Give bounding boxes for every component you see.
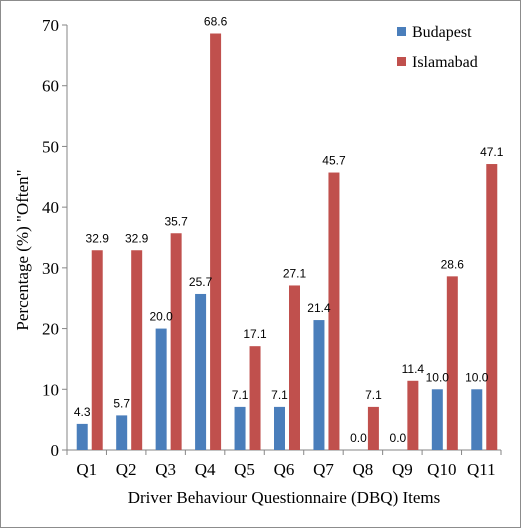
bar-budapest-q6 bbox=[274, 406, 285, 450]
data-label-budapest-q5: 7.1 bbox=[232, 388, 249, 402]
y-tick-label: 40 bbox=[42, 198, 59, 217]
x-tick-label-q3: Q3 bbox=[155, 460, 176, 479]
x-axis-ticks: Q1 Q2 Q3 Q4 Q5 Q6 Q7 Q8 Q9 Q10 Q11 bbox=[66, 450, 502, 479]
data-label-budapest-q6: 7.1 bbox=[271, 388, 288, 402]
bar-islamabad-q6 bbox=[289, 285, 300, 450]
bar-islamabad-q3 bbox=[170, 233, 182, 450]
data-label-budapest-q9: 0.0 bbox=[390, 431, 407, 445]
data-label-islamabad-q1: 32.9 bbox=[86, 231, 110, 245]
x-tick-label-q5: Q5 bbox=[234, 460, 255, 479]
data-label-islamabad-q4: 68.6 bbox=[204, 15, 228, 29]
data-label-budapest-q8: 0.0 bbox=[350, 431, 367, 445]
data-label-budapest-q11: 10.0 bbox=[465, 370, 489, 384]
data-label-islamabad-q7: 45.7 bbox=[322, 154, 346, 168]
x-tick-label-q9: Q9 bbox=[392, 460, 413, 479]
bar-budapest-q1 bbox=[76, 423, 88, 450]
legend-label-budapest: Budapest bbox=[412, 24, 472, 41]
data-label-islamabad-q11: 47.1 bbox=[480, 145, 504, 159]
bar-budapest-q3 bbox=[155, 328, 167, 450]
x-tick-label-q11: Q11 bbox=[467, 460, 496, 479]
bars bbox=[76, 33, 498, 451]
data-label-budapest-q7: 21.4 bbox=[307, 301, 331, 315]
y-axis-title: Percentage (%) "Often" bbox=[13, 169, 32, 330]
bar-islamabad-q5 bbox=[249, 346, 261, 450]
data-label-budapest-q10: 10.0 bbox=[426, 370, 450, 384]
y-tick-label: 70 bbox=[42, 16, 59, 35]
bar-budapest-q2 bbox=[116, 415, 128, 450]
bar-islamabad-q8 bbox=[367, 406, 379, 450]
bar-islamabad-q2 bbox=[131, 250, 143, 450]
bar-budapest-q11 bbox=[471, 389, 483, 450]
y-axis-ticks: 0 10 20 30 40 50 60 70 bbox=[42, 16, 67, 460]
data-label-budapest-q2: 5.7 bbox=[113, 396, 130, 410]
x-tick-label-q2: Q2 bbox=[116, 460, 137, 479]
x-tick-label-q7: Q7 bbox=[313, 460, 334, 479]
bar-islamabad-q9 bbox=[407, 380, 419, 450]
legend-swatch-islamabad bbox=[397, 57, 406, 66]
y-tick-label: 10 bbox=[42, 380, 59, 399]
data-label-budapest-q1: 4.3 bbox=[74, 405, 91, 419]
y-tick-label: 30 bbox=[42, 259, 59, 278]
bar-islamabad-q1 bbox=[91, 250, 103, 450]
y-tick-label: 20 bbox=[42, 320, 59, 339]
data-label-islamabad-q5: 17.1 bbox=[243, 327, 267, 341]
x-tick-label-q8: Q8 bbox=[353, 460, 374, 479]
bar-budapest-q5 bbox=[234, 406, 246, 450]
data-label-islamabad-q10: 28.6 bbox=[441, 257, 465, 271]
data-label-budapest-q4: 25.7 bbox=[189, 275, 213, 289]
bar-budapest-q7 bbox=[313, 320, 325, 450]
bar-islamabad-q11 bbox=[486, 164, 498, 451]
bar-budapest-q10 bbox=[431, 389, 443, 450]
legend-label-islamabad: Islamabad bbox=[412, 54, 478, 71]
data-label-islamabad-q9: 11.4 bbox=[402, 362, 425, 376]
data-labels: 4.3 5.7 20.0 25.7 7.1 7.1 21.4 0.0 0.0 10.0 10.0 32… bbox=[74, 15, 504, 446]
legend: Budapest Islamabad bbox=[397, 24, 478, 71]
legend-swatch-budapest bbox=[397, 27, 406, 36]
data-label-islamabad-q8: 7.1 bbox=[365, 388, 382, 402]
data-label-islamabad-q3: 35.7 bbox=[164, 214, 188, 228]
data-label-budapest-q3: 20.0 bbox=[149, 310, 173, 324]
data-label-islamabad-q6: 27.1 bbox=[283, 266, 307, 280]
y-tick-label: 0 bbox=[51, 441, 60, 460]
x-tick-label-q10: Q10 bbox=[427, 460, 456, 479]
x-tick-label-q4: Q4 bbox=[195, 460, 216, 479]
bar-budapest-q4 bbox=[195, 293, 207, 450]
y-tick-label: 50 bbox=[42, 137, 59, 156]
x-tick-label-q6: Q6 bbox=[274, 460, 295, 479]
data-label-islamabad-q2: 32.9 bbox=[125, 231, 149, 245]
x-tick-label-q1: Q1 bbox=[76, 460, 97, 479]
bar-islamabad-q10 bbox=[446, 276, 458, 450]
bar-islamabad-q4 bbox=[210, 33, 222, 450]
bar-islamabad-q7 bbox=[328, 172, 340, 451]
y-tick-label: 60 bbox=[42, 77, 59, 96]
x-axis-title: Driver Behaviour Questionnaire (DBQ) Ite… bbox=[128, 488, 441, 507]
